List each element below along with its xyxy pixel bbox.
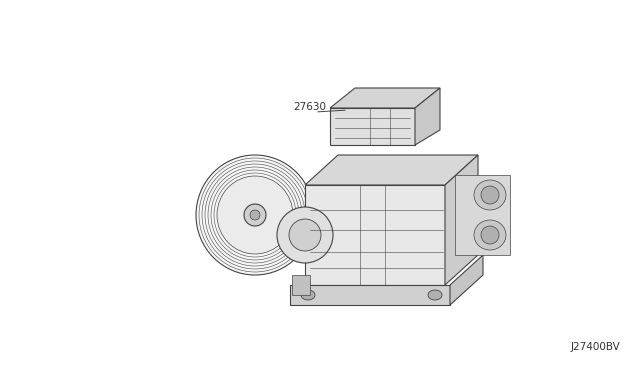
- Ellipse shape: [250, 210, 260, 220]
- Ellipse shape: [481, 226, 499, 244]
- Polygon shape: [330, 108, 415, 145]
- Ellipse shape: [474, 180, 506, 210]
- Ellipse shape: [481, 186, 499, 204]
- Polygon shape: [330, 88, 440, 108]
- Ellipse shape: [244, 204, 266, 226]
- Ellipse shape: [301, 290, 315, 300]
- Polygon shape: [305, 185, 445, 285]
- Circle shape: [277, 207, 333, 263]
- Text: J27400BV: J27400BV: [570, 342, 620, 352]
- Polygon shape: [290, 285, 450, 305]
- Polygon shape: [455, 175, 510, 255]
- Polygon shape: [305, 155, 478, 185]
- Polygon shape: [445, 155, 478, 285]
- Ellipse shape: [217, 176, 293, 254]
- Ellipse shape: [196, 155, 314, 275]
- Circle shape: [289, 219, 321, 251]
- Ellipse shape: [428, 290, 442, 300]
- Polygon shape: [292, 275, 310, 295]
- Polygon shape: [415, 88, 440, 145]
- Text: 27630: 27630: [294, 102, 326, 112]
- Polygon shape: [450, 255, 483, 305]
- Ellipse shape: [474, 220, 506, 250]
